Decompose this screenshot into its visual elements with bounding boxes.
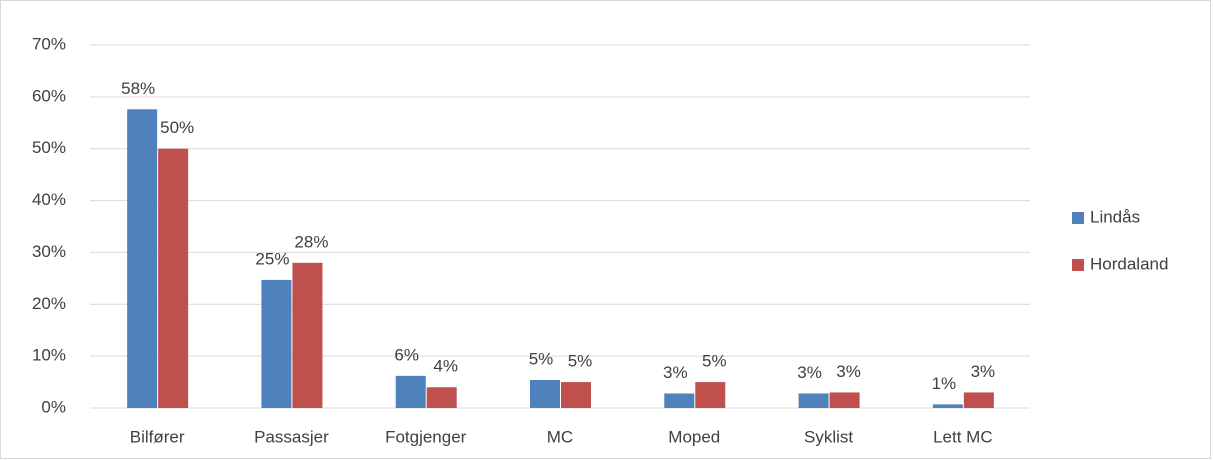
y-tick-label: 60% [32,86,66,105]
x-tick-label: Moped [668,427,720,446]
data-label: 5% [702,352,727,371]
data-label: 4% [433,357,458,376]
y-tick-label: 0% [41,397,66,416]
bar [261,279,292,408]
legend-swatch [1072,259,1084,271]
data-label: 3% [836,362,861,381]
bar [395,375,426,408]
legend-label: Lindås [1090,207,1140,226]
data-label: 3% [797,363,822,382]
y-tick-label: 30% [32,242,66,261]
bar [829,392,860,408]
y-tick-label: 70% [32,34,66,53]
bar [664,393,695,408]
bar [932,404,963,408]
y-tick-label: 20% [32,294,66,313]
legend-label: Hordaland [1090,254,1168,273]
data-label: 1% [932,374,957,393]
bar [798,393,829,408]
data-label: 58% [121,79,155,98]
x-tick-label: MC [547,427,573,446]
bar [127,109,158,408]
x-tick-label: Bilfører [130,427,185,446]
data-label: 3% [663,363,688,382]
y-tick-label: 10% [32,346,66,365]
bar [158,148,189,408]
bar [561,382,591,408]
bar [292,262,323,408]
x-tick-label: Syklist [804,427,853,446]
data-label: 3% [971,362,996,381]
bar [695,382,726,408]
data-label: 50% [160,118,194,137]
data-label: 5% [529,349,554,368]
x-tick-label: Lett MC [933,427,993,446]
data-label: 25% [255,249,289,268]
data-label: 5% [568,352,593,371]
bar [963,392,994,408]
y-tick-label: 50% [32,138,66,157]
legend-swatch [1072,212,1084,224]
bar [426,387,457,408]
y-tick-label: 40% [32,190,66,209]
data-label: 28% [294,232,328,251]
x-tick-label: Passasjer [254,427,329,446]
bar [530,379,560,408]
x-tick-label: Fotgjenger [385,427,467,446]
data-label: 6% [394,345,419,364]
